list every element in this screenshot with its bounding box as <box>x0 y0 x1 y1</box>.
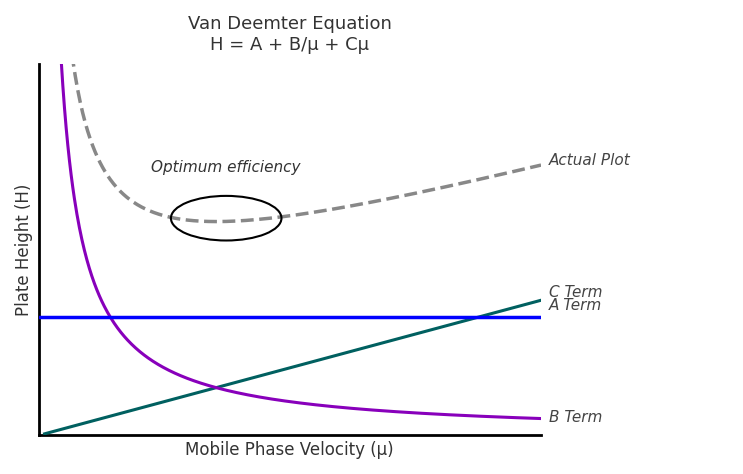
Text: Optimum efficiency: Optimum efficiency <box>152 160 301 175</box>
Text: C Term: C Term <box>548 285 602 300</box>
Text: A Term: A Term <box>548 299 602 313</box>
Text: Actual Plot: Actual Plot <box>548 153 630 168</box>
X-axis label: Mobile Phase Velocity (μ): Mobile Phase Velocity (μ) <box>186 441 394 459</box>
Y-axis label: Plate Height (H): Plate Height (H) <box>15 183 33 316</box>
Title: Van Deemter Equation
H = A + B/μ + Cμ: Van Deemter Equation H = A + B/μ + Cμ <box>188 15 392 54</box>
Text: B Term: B Term <box>548 410 602 425</box>
